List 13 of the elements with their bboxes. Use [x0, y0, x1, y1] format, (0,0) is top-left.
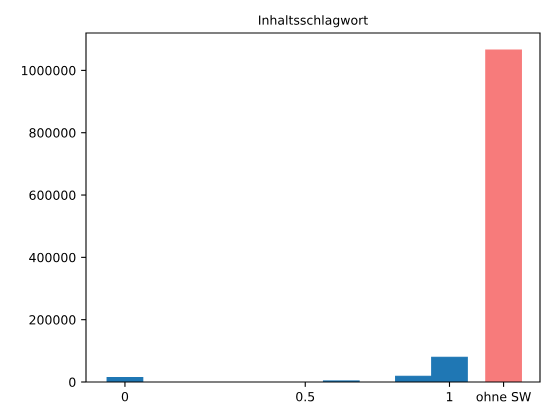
x-tick-label: 1 — [446, 392, 452, 402]
x-tick-label: 0 — [122, 392, 128, 402]
y-tick-label: 1000000 — [22, 66, 76, 76]
y-tick-label: 0 — [69, 377, 76, 387]
y-tick-label: 600000 — [29, 190, 76, 200]
y-tick-label: 800000 — [29, 128, 76, 138]
bar — [485, 49, 522, 382]
y-tick-label: 400000 — [29, 252, 76, 262]
x-tick-label: 0.5 — [296, 392, 314, 402]
chart-title: Inhaltsschlagwort — [259, 15, 368, 28]
x-tick-label: ohne SW — [476, 392, 531, 402]
y-tick-label: 200000 — [29, 315, 76, 325]
bar — [106, 376, 144, 382]
